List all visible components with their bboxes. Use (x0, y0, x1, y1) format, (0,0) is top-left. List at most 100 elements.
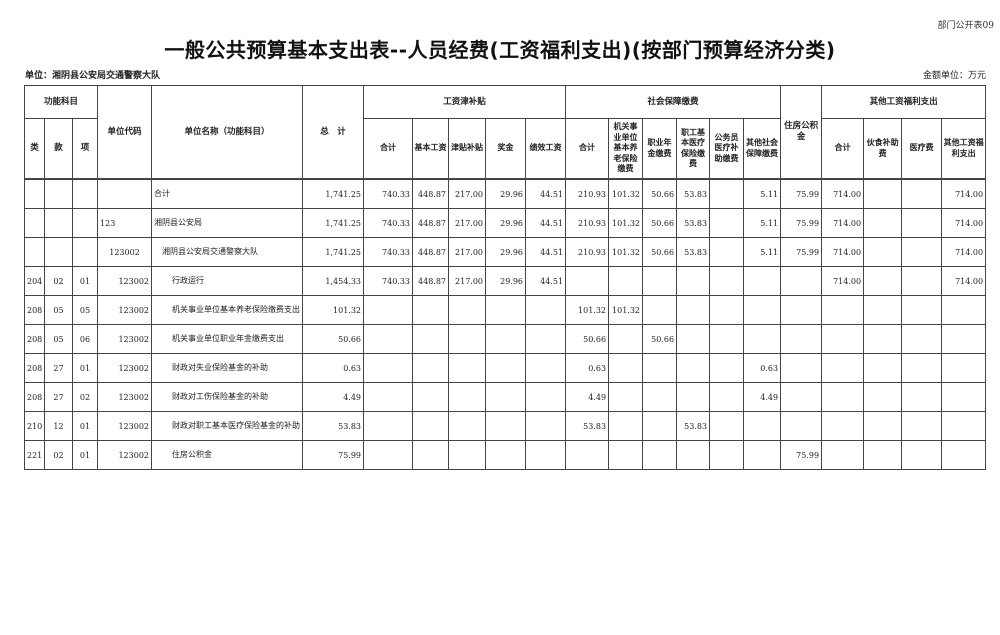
cell-amount: 714.00 (941, 237, 987, 267)
cell-amount (608, 440, 644, 470)
cell-xiang: 06 (71, 324, 99, 354)
cell-amount: 101.32 (608, 295, 644, 325)
cell-amount (565, 266, 610, 296)
cell-unit-name: 财政对工伤保险基金的补助 (151, 382, 304, 412)
table-row: 210 12 01 123002 财政对职工基本医疗保险基金的补助 53.83 53.83 5… (24, 411, 987, 441)
cell-amount (448, 353, 487, 383)
cell-amount: 5.11 (743, 208, 782, 238)
cell-amount: 740.33 (363, 237, 414, 267)
cell-amount (525, 411, 567, 441)
header-wage-group: 工资津补贴 (363, 85, 567, 119)
cell-amount (901, 382, 943, 412)
cell-amount (412, 295, 450, 325)
header-housing-fund: 住房公积金 (780, 85, 823, 180)
cell-amount (901, 178, 943, 209)
cell-amount: 210.93 (565, 178, 610, 209)
cell-amount (821, 353, 865, 383)
cell-amount (363, 440, 414, 470)
cell-amount: 44.51 (525, 208, 567, 238)
cell-lei (24, 178, 45, 209)
cell-unit-code: 123002 (97, 266, 153, 296)
cell-amount (863, 237, 903, 267)
cell-amount (363, 324, 414, 354)
cell-amount: 75.99 (780, 208, 823, 238)
cell-amount (863, 440, 903, 470)
cell-kuan (44, 208, 73, 238)
cell-amount (709, 208, 745, 238)
cell-amount (608, 266, 644, 296)
header-unit-code: 单位代码 (97, 85, 153, 180)
cell-amount (780, 266, 823, 296)
cell-amount (780, 382, 823, 412)
cell-kuan: 12 (44, 411, 73, 441)
cell-amount: 29.96 (485, 208, 527, 238)
cell-amount (709, 382, 745, 412)
header-other-0: 合计 (821, 118, 865, 180)
cell-amount: 101.32 (565, 295, 610, 325)
expenditure-table: 功能科目 单位代码 单位名称（功能科目） 总 计 工资津补贴 社会保障缴费 住房… (23, 85, 987, 470)
cell-amount: 44.51 (525, 266, 567, 296)
cell-amount (901, 324, 943, 354)
cell-amount (676, 295, 711, 325)
cell-amount: 714.00 (821, 266, 865, 296)
cell-amount (709, 411, 745, 441)
cell-lei (24, 237, 45, 267)
cell-amount (821, 440, 865, 470)
cell-amount (363, 411, 414, 441)
header-kuan: 款 (44, 118, 73, 180)
cell-amount (448, 295, 487, 325)
cell-amount (525, 440, 567, 470)
cell-unit-code: 123 (97, 208, 153, 238)
cell-xiang: 01 (71, 266, 99, 296)
cell-total: 1,741.25 (302, 178, 365, 209)
header-social-5: 其他社会保障缴费 (743, 118, 782, 180)
cell-amount (780, 324, 823, 354)
cell-kuan: 02 (44, 440, 73, 470)
cell-amount: 75.99 (780, 237, 823, 267)
cell-amount (525, 295, 567, 325)
cell-amount (941, 353, 987, 383)
cell-amount (642, 382, 678, 412)
cell-amount (901, 353, 943, 383)
cell-amount (642, 440, 678, 470)
table-row: 208 27 01 123002 财政对失业保险基金的补助 0.63 0.63 0.63 (24, 353, 987, 383)
cell-amount: 53.83 (676, 208, 711, 238)
cell-amount (448, 324, 487, 354)
header-func-subject: 功能科目 (23, 85, 99, 119)
cell-amount: 29.96 (485, 237, 527, 267)
cell-amount: 217.00 (448, 237, 487, 267)
cell-total: 101.32 (302, 295, 365, 325)
cell-xiang: 05 (71, 295, 99, 325)
header-other-group: 其他工资福利支出 (821, 85, 987, 119)
cell-amount: 50.66 (642, 324, 678, 354)
table-row: 221 02 01 123002 住房公积金 75.99 75.99 (24, 440, 987, 470)
cell-amount: 5.11 (743, 237, 782, 267)
cell-amount (642, 353, 678, 383)
cell-amount (448, 382, 487, 412)
cell-amount (412, 411, 450, 441)
cell-amount (743, 266, 782, 296)
cell-kuan (44, 178, 73, 209)
cell-amount (780, 295, 823, 325)
cell-amount (676, 440, 711, 470)
cell-xiang (71, 208, 99, 238)
header-other-3: 其他工资福利支出 (941, 118, 987, 180)
cell-total: 53.83 (302, 411, 365, 441)
header-social-4: 公务员医疗补助缴费 (709, 118, 745, 180)
cell-amount (525, 353, 567, 383)
table-row: 208 05 06 123002 机关事业单位职业年金缴费支出 50.66 50.66 50.… (24, 324, 987, 354)
cell-amount (642, 295, 678, 325)
cell-amount: 4.49 (565, 382, 610, 412)
cell-amount: 5.11 (743, 178, 782, 209)
cell-total: 50.66 (302, 324, 365, 354)
cell-amount: 448.87 (412, 208, 450, 238)
cell-unit-name: 湘阴县公安局交通警察大队 (151, 237, 304, 267)
cell-amount (863, 178, 903, 209)
cell-amount (485, 353, 527, 383)
cell-amount: 53.83 (676, 411, 711, 441)
cell-unit-name: 机关事业单位基本养老保险缴费支出 (151, 295, 304, 325)
header-social-0: 合计 (565, 118, 610, 180)
header-other-1: 伙食补助费 (863, 118, 903, 180)
cell-amount: 50.66 (565, 324, 610, 354)
header-unit-name: 单位名称（功能科目） (151, 85, 304, 180)
